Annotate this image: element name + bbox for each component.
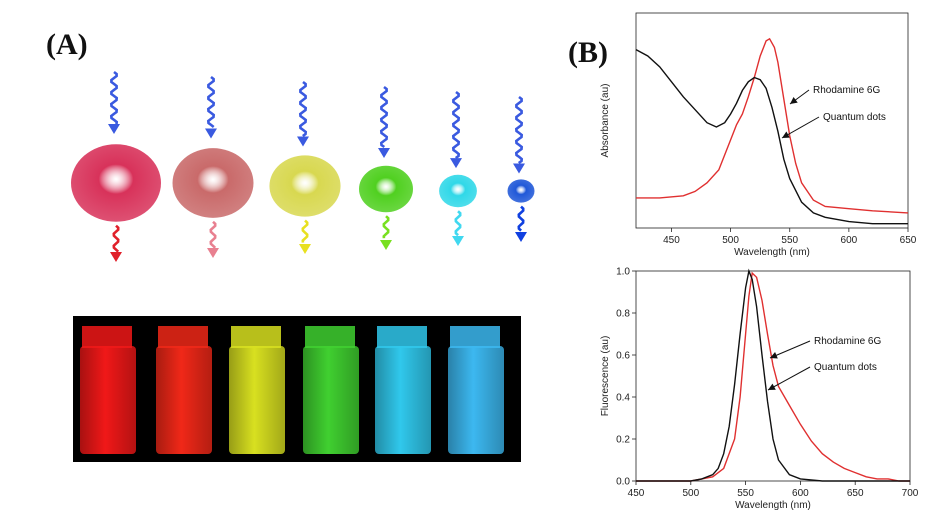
series-line xyxy=(636,37,909,214)
excitation-arrow xyxy=(514,95,524,165)
annotation-arrowhead xyxy=(770,352,778,359)
y-tick-label: 0.6 xyxy=(616,351,630,362)
quantum-dot-sphere xyxy=(439,174,477,208)
quantum-dot-sphere xyxy=(71,144,161,222)
emission-arrow-head xyxy=(110,252,122,262)
emission-arrow-head xyxy=(380,240,392,250)
excitation-arrow xyxy=(298,80,308,138)
vial-photo xyxy=(73,316,521,462)
annotation-label: Rhodamine 6G xyxy=(813,85,880,96)
annotation-arrow xyxy=(781,116,820,139)
x-tick-label: 650 xyxy=(847,488,864,499)
emission-arrow xyxy=(454,210,462,237)
annotation-arrow xyxy=(767,366,811,391)
quantum-dot-sphere xyxy=(359,165,413,213)
vial-cap xyxy=(158,326,208,348)
emission-arrow xyxy=(112,224,120,253)
vial xyxy=(375,346,431,454)
annotation-arrowhead xyxy=(768,383,776,390)
emission-arrow-head xyxy=(207,248,219,258)
y-tick-label: 1.0 xyxy=(616,267,630,278)
x-tick-label: 450 xyxy=(663,235,680,246)
excitation-arrow xyxy=(451,90,461,160)
panel-label-b: (B) xyxy=(568,36,608,69)
vial-cap xyxy=(231,326,281,348)
emission-arrow-head xyxy=(299,244,311,254)
annotation-label: Quantum dots xyxy=(814,362,877,373)
x-tick-label: 500 xyxy=(682,488,699,499)
vial-cap xyxy=(305,326,355,348)
excitation-arrow xyxy=(379,85,389,149)
x-tick-label: 500 xyxy=(722,235,739,246)
excitation-arrow xyxy=(206,75,216,129)
plot-frame xyxy=(635,12,909,229)
vial xyxy=(448,346,504,454)
vial-cap xyxy=(82,326,132,348)
excitation-arrow-head xyxy=(108,124,120,134)
series-line xyxy=(636,271,910,482)
vial xyxy=(156,346,212,454)
quantum-dot-sphere xyxy=(507,179,535,203)
y-axis-label: Fluorescence (au) xyxy=(600,336,611,417)
x-tick-label: 700 xyxy=(902,488,919,499)
annotation-label: Rhodamine 6G xyxy=(814,336,881,347)
annotation-label: Quantum dots xyxy=(823,112,886,123)
excitation-arrow-head xyxy=(378,148,390,158)
vial-photo-background xyxy=(73,316,521,462)
excitation-arrow-head xyxy=(513,163,525,174)
vial-cap xyxy=(377,326,427,348)
emission-arrow xyxy=(209,220,217,249)
series-line xyxy=(636,268,910,482)
panel-label-a: (A) xyxy=(46,28,88,61)
fluorescence-chart: 450 500 550 600 650 700 0.0 0.2 0.4 0.6 0.8 1.0 Wave… xyxy=(600,267,919,512)
quantum-dot-sphere xyxy=(269,155,341,217)
annotation-arrowhead xyxy=(790,97,798,104)
excitation-arrow-head xyxy=(297,136,309,147)
y-tick-label: 0.4 xyxy=(616,393,630,404)
x-tick-label: 650 xyxy=(900,235,917,246)
excitation-arrow-head xyxy=(205,128,217,139)
quantum-dot-sphere xyxy=(172,148,254,218)
absorbance-chart: 450 500 550 600 650 Wavelength (nm) Absorbance… xyxy=(600,12,917,258)
y-tick-label: 0.2 xyxy=(616,435,630,446)
emission-arrow xyxy=(301,219,309,243)
x-tick-label: 600 xyxy=(792,488,809,499)
x-axis-label: Wavelength (nm) xyxy=(735,500,811,511)
vial xyxy=(303,346,359,454)
annotation-arrowhead xyxy=(782,131,790,138)
quantum-dot-illustration xyxy=(71,70,535,262)
x-tick-label: 550 xyxy=(781,235,798,246)
emission-arrow-head xyxy=(452,236,464,246)
vial-cap xyxy=(450,326,500,348)
x-tick-label: 550 xyxy=(737,488,754,499)
y-tick-label: 0.0 xyxy=(616,477,630,488)
emission-arrow xyxy=(382,215,390,239)
vial xyxy=(229,346,285,454)
y-tick-label: 0.8 xyxy=(616,309,630,320)
plot-frame xyxy=(635,270,911,482)
vial xyxy=(80,346,136,454)
excitation-arrow-head xyxy=(450,158,462,169)
series-line xyxy=(635,48,908,225)
excitation-arrow xyxy=(109,70,119,125)
x-tick-label: 450 xyxy=(628,488,645,499)
x-tick-label: 600 xyxy=(841,235,858,246)
annotation-arrow xyxy=(769,340,811,359)
emission-arrow-head xyxy=(515,232,527,242)
x-axis-label: Wavelength (nm) xyxy=(734,247,810,258)
y-axis-label: Absorbance (au) xyxy=(600,84,611,158)
emission-arrow xyxy=(517,205,525,232)
